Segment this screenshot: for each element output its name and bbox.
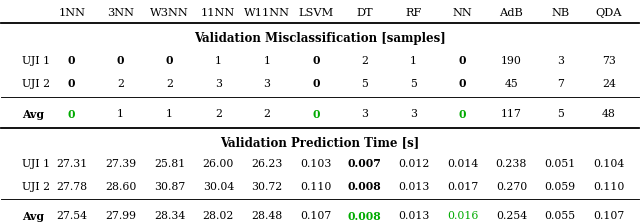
- Text: 2: 2: [215, 109, 221, 119]
- Text: 5: 5: [557, 109, 564, 119]
- Text: 0.008: 0.008: [348, 211, 381, 222]
- Text: 0.007: 0.007: [348, 158, 381, 169]
- Text: 28.34: 28.34: [154, 211, 185, 221]
- Text: 2: 2: [166, 79, 173, 89]
- Text: 27.39: 27.39: [105, 159, 136, 169]
- Text: 30.04: 30.04: [203, 182, 234, 192]
- Text: 3: 3: [264, 79, 271, 89]
- Text: 1: 1: [410, 56, 417, 66]
- Text: 0: 0: [68, 78, 76, 89]
- Text: 0.238: 0.238: [496, 159, 527, 169]
- Text: Validation Prediction Time [s]: Validation Prediction Time [s]: [220, 137, 420, 149]
- Text: 0: 0: [68, 55, 76, 66]
- Text: 3NN: 3NN: [107, 8, 134, 18]
- Text: 1: 1: [215, 56, 221, 66]
- Text: 0.012: 0.012: [398, 159, 429, 169]
- Text: 5: 5: [410, 79, 417, 89]
- Text: 0.013: 0.013: [398, 211, 429, 221]
- Text: 117: 117: [501, 109, 522, 119]
- Text: UJI 2: UJI 2: [22, 182, 50, 192]
- Text: Avg: Avg: [22, 109, 44, 120]
- Text: 73: 73: [602, 56, 616, 66]
- Text: 27.31: 27.31: [56, 159, 87, 169]
- Text: 0.270: 0.270: [496, 182, 527, 192]
- Text: 2: 2: [117, 79, 124, 89]
- Text: 0.059: 0.059: [545, 182, 576, 192]
- Text: 1: 1: [264, 56, 271, 66]
- Text: 3: 3: [410, 109, 417, 119]
- Text: 0.110: 0.110: [593, 182, 625, 192]
- Text: 0.013: 0.013: [398, 182, 429, 192]
- Text: 5: 5: [362, 79, 368, 89]
- Text: 0.016: 0.016: [447, 211, 478, 221]
- Text: 28.02: 28.02: [203, 211, 234, 221]
- Text: Avg: Avg: [22, 211, 44, 222]
- Text: 0: 0: [68, 109, 76, 120]
- Text: DT: DT: [356, 8, 373, 18]
- Text: 0.254: 0.254: [496, 211, 527, 221]
- Text: 0: 0: [116, 55, 124, 66]
- Text: 0: 0: [312, 109, 320, 120]
- Text: 45: 45: [504, 79, 518, 89]
- Text: 30.72: 30.72: [252, 182, 283, 192]
- Text: 26.00: 26.00: [203, 159, 234, 169]
- Text: 11NN: 11NN: [201, 8, 236, 18]
- Text: 3: 3: [362, 109, 368, 119]
- Text: UJI 1: UJI 1: [22, 56, 50, 66]
- Text: AdB: AdB: [499, 8, 524, 18]
- Text: UJI 1: UJI 1: [22, 159, 50, 169]
- Text: 0.014: 0.014: [447, 159, 478, 169]
- Text: 0.017: 0.017: [447, 182, 478, 192]
- Text: 30.87: 30.87: [154, 182, 185, 192]
- Text: W3NN: W3NN: [150, 8, 189, 18]
- Text: QDA: QDA: [596, 8, 622, 18]
- Text: 48: 48: [602, 109, 616, 119]
- Text: 1: 1: [166, 109, 173, 119]
- Text: 0: 0: [312, 55, 320, 66]
- Text: 7: 7: [557, 79, 564, 89]
- Text: 0.051: 0.051: [545, 159, 576, 169]
- Text: 1: 1: [117, 109, 124, 119]
- Text: 0.055: 0.055: [545, 211, 576, 221]
- Text: 27.78: 27.78: [56, 182, 87, 192]
- Text: 26.23: 26.23: [252, 159, 283, 169]
- Text: 0: 0: [459, 109, 467, 120]
- Text: W11NN: W11NN: [244, 8, 290, 18]
- Text: LSVM: LSVM: [298, 8, 333, 18]
- Text: 0.103: 0.103: [300, 159, 332, 169]
- Text: 24: 24: [602, 79, 616, 89]
- Text: 0.107: 0.107: [593, 211, 625, 221]
- Text: 0.107: 0.107: [300, 211, 332, 221]
- Text: 190: 190: [501, 56, 522, 66]
- Text: 0: 0: [459, 55, 467, 66]
- Text: 2: 2: [264, 109, 271, 119]
- Text: 27.99: 27.99: [105, 211, 136, 221]
- Text: UJI 2: UJI 2: [22, 79, 50, 89]
- Text: 3: 3: [215, 79, 221, 89]
- Text: 3: 3: [557, 56, 564, 66]
- Text: 0: 0: [312, 78, 320, 89]
- Text: 27.54: 27.54: [56, 211, 87, 221]
- Text: 1NN: 1NN: [58, 8, 85, 18]
- Text: 0: 0: [166, 55, 173, 66]
- Text: Validation Misclassification [samples]: Validation Misclassification [samples]: [194, 32, 446, 45]
- Text: 0.110: 0.110: [300, 182, 332, 192]
- Text: 28.48: 28.48: [252, 211, 283, 221]
- Text: 0.104: 0.104: [593, 159, 625, 169]
- Text: 28.60: 28.60: [105, 182, 136, 192]
- Text: 2: 2: [362, 56, 368, 66]
- Text: RF: RF: [406, 8, 422, 18]
- Text: NB: NB: [551, 8, 570, 18]
- Text: 25.81: 25.81: [154, 159, 185, 169]
- Text: 0.008: 0.008: [348, 181, 381, 192]
- Text: NN: NN: [452, 8, 472, 18]
- Text: 0: 0: [459, 78, 467, 89]
